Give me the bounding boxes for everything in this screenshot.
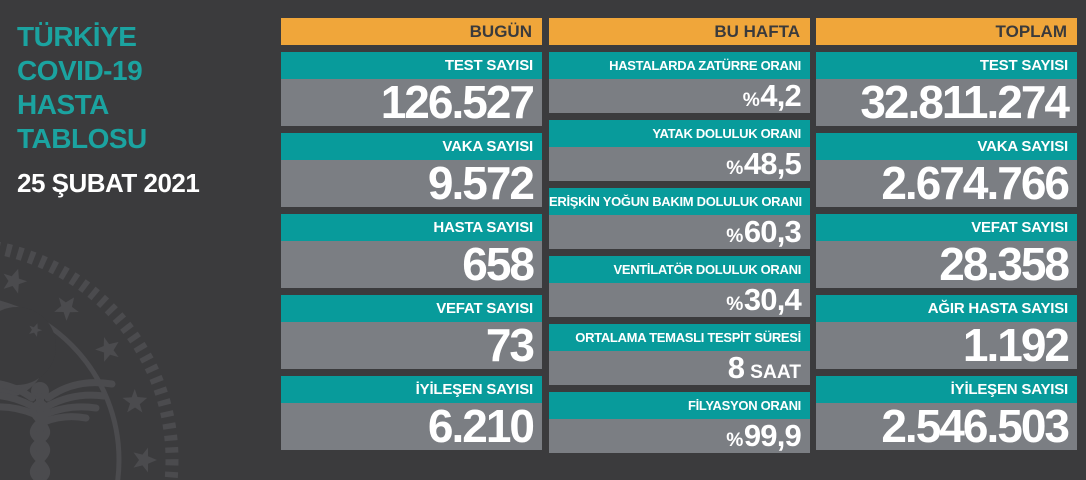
stat-cell: VAKA SAYISI 2.674.766 bbox=[816, 133, 1077, 207]
column-total-header: TOPLAM bbox=[816, 18, 1077, 45]
stat-label: VEFAT SAYISI bbox=[816, 214, 1077, 241]
stat-label: TEST SAYISI bbox=[816, 52, 1077, 79]
column-today: BUGÜN TEST SAYISI 126.527 VAKA SAYISI 9.… bbox=[281, 18, 542, 450]
report-date: 25 ŞUBAT 2021 bbox=[17, 168, 200, 198]
stat-value: 126.527 bbox=[281, 79, 542, 126]
value-prefix: % bbox=[726, 158, 743, 179]
value-number: 8 bbox=[727, 350, 745, 385]
stat-value: %48,5 bbox=[549, 147, 810, 181]
title-line: TÜRKİYE bbox=[17, 21, 137, 52]
page-title: TÜRKİYE COVID-19 HASTA TABLOSU bbox=[17, 20, 147, 156]
stat-value: 1.192 bbox=[816, 322, 1077, 369]
stat-cell: VEFAT SAYISI 28.358 bbox=[816, 214, 1077, 288]
value-number: 4,2 bbox=[760, 78, 801, 113]
stat-cell: AĞIR HASTA SAYISI 1.192 bbox=[816, 295, 1077, 369]
stat-label: VEFAT SAYISI bbox=[281, 295, 542, 322]
stat-label: AĞIR HASTA SAYISI bbox=[816, 295, 1077, 322]
stat-label: VAKA SAYISI bbox=[816, 133, 1077, 160]
stat-value: 73 bbox=[281, 322, 542, 369]
stat-cell: İYİLEŞEN SAYISI 6.210 bbox=[281, 376, 542, 450]
value-number: 73 bbox=[485, 319, 535, 371]
stat-cell: HASTA SAYISI 658 bbox=[281, 214, 542, 288]
stat-value: %60,3 bbox=[549, 215, 810, 249]
value-number: 28.358 bbox=[939, 238, 1070, 290]
stat-label: HASTA SAYISI bbox=[281, 214, 542, 241]
value-prefix: % bbox=[726, 226, 743, 247]
value-number: 658 bbox=[462, 238, 535, 290]
value-prefix: % bbox=[726, 430, 743, 451]
stat-label: İYİLEŞEN SAYISI bbox=[816, 376, 1077, 403]
stat-cell: YATAK DOLULUK ORANI %48,5 bbox=[549, 120, 810, 181]
stat-cell: TEST SAYISI 32.811.274 bbox=[816, 52, 1077, 126]
value-number: 99,9 bbox=[743, 418, 802, 453]
stat-cell: TEST SAYISI 126.527 bbox=[281, 52, 542, 126]
title-line: TABLOSU bbox=[17, 123, 147, 154]
stat-cell: HASTALARDA ZATÜRRE ORANI %4,2 bbox=[549, 52, 810, 113]
value-number: 60,3 bbox=[743, 214, 802, 249]
stat-cell: VEFAT SAYISI 73 bbox=[281, 295, 542, 369]
title-line: HASTA bbox=[17, 89, 109, 120]
stat-label: ORTALAMA TEMASLI TESPİT SÜRESİ bbox=[549, 324, 810, 351]
stat-value: 32.811.274 bbox=[816, 79, 1077, 126]
value-number: 30,4 bbox=[743, 282, 802, 317]
stat-value: 6.210 bbox=[281, 403, 542, 450]
stat-label: YATAK DOLULUK ORANI bbox=[549, 120, 810, 147]
stat-label: FİLYASYON ORANI bbox=[549, 392, 810, 419]
stat-cell: ERİŞKİN YOĞUN BAKIM DOLULUK ORANI %60,3 bbox=[549, 188, 810, 249]
stat-cell: ORTALAMA TEMASLI TESPİT SÜRESİ 8 SAAT bbox=[549, 324, 810, 385]
value-prefix: % bbox=[742, 90, 760, 111]
stat-label: VENTİLATÖR DOLULUK ORANI bbox=[549, 256, 810, 283]
stat-label: İYİLEŞEN SAYISI bbox=[281, 376, 542, 403]
stat-cell: İYİLEŞEN SAYISI 2.546.503 bbox=[816, 376, 1077, 450]
stat-value: 9.572 bbox=[281, 160, 542, 207]
value-number: 32.811.274 bbox=[860, 76, 1070, 128]
stat-label: VAKA SAYISI bbox=[281, 133, 542, 160]
stat-cell: VAKA SAYISI 9.572 bbox=[281, 133, 542, 207]
stat-value: %99,9 bbox=[549, 419, 810, 453]
stat-label: ERİŞKİN YOĞUN BAKIM DOLULUK ORANI bbox=[549, 188, 810, 215]
stat-cell: VENTİLATÖR DOLULUK ORANI %30,4 bbox=[549, 256, 810, 317]
stat-label: HASTALARDA ZATÜRRE ORANI bbox=[549, 52, 810, 79]
column-total: TOPLAM TEST SAYISI 32.811.274 VAKA SAYIS… bbox=[816, 18, 1077, 450]
stat-value: 658 bbox=[281, 241, 542, 288]
stat-value: %30,4 bbox=[549, 283, 810, 317]
value-prefix: % bbox=[726, 294, 743, 315]
stat-value: 8 SAAT bbox=[549, 351, 810, 385]
stat-value: %4,2 bbox=[549, 79, 810, 113]
stat-label: TEST SAYISI bbox=[281, 52, 542, 79]
value-suffix: SAAT bbox=[750, 362, 801, 383]
stat-value: 2.674.766 bbox=[816, 160, 1077, 207]
column-this-week: BU HAFTA HASTALARDA ZATÜRRE ORANI %4,2 Y… bbox=[549, 18, 810, 453]
value-number: 2.674.766 bbox=[881, 157, 1070, 209]
value-number: 48,5 bbox=[743, 146, 802, 181]
column-this-week-header: BU HAFTA bbox=[549, 18, 810, 45]
value-number: 2.546.503 bbox=[881, 400, 1070, 452]
value-number: 6.210 bbox=[427, 400, 535, 452]
stat-value: 28.358 bbox=[816, 241, 1077, 288]
value-number: 126.527 bbox=[380, 76, 535, 128]
stat-value: 2.546.503 bbox=[816, 403, 1077, 450]
value-number: 1.192 bbox=[962, 319, 1070, 371]
column-today-header: BUGÜN bbox=[281, 18, 542, 45]
title-line: COVID-19 bbox=[17, 55, 143, 86]
stat-cell: FİLYASYON ORANI %99,9 bbox=[549, 392, 810, 453]
value-number: 9.572 bbox=[427, 157, 535, 209]
